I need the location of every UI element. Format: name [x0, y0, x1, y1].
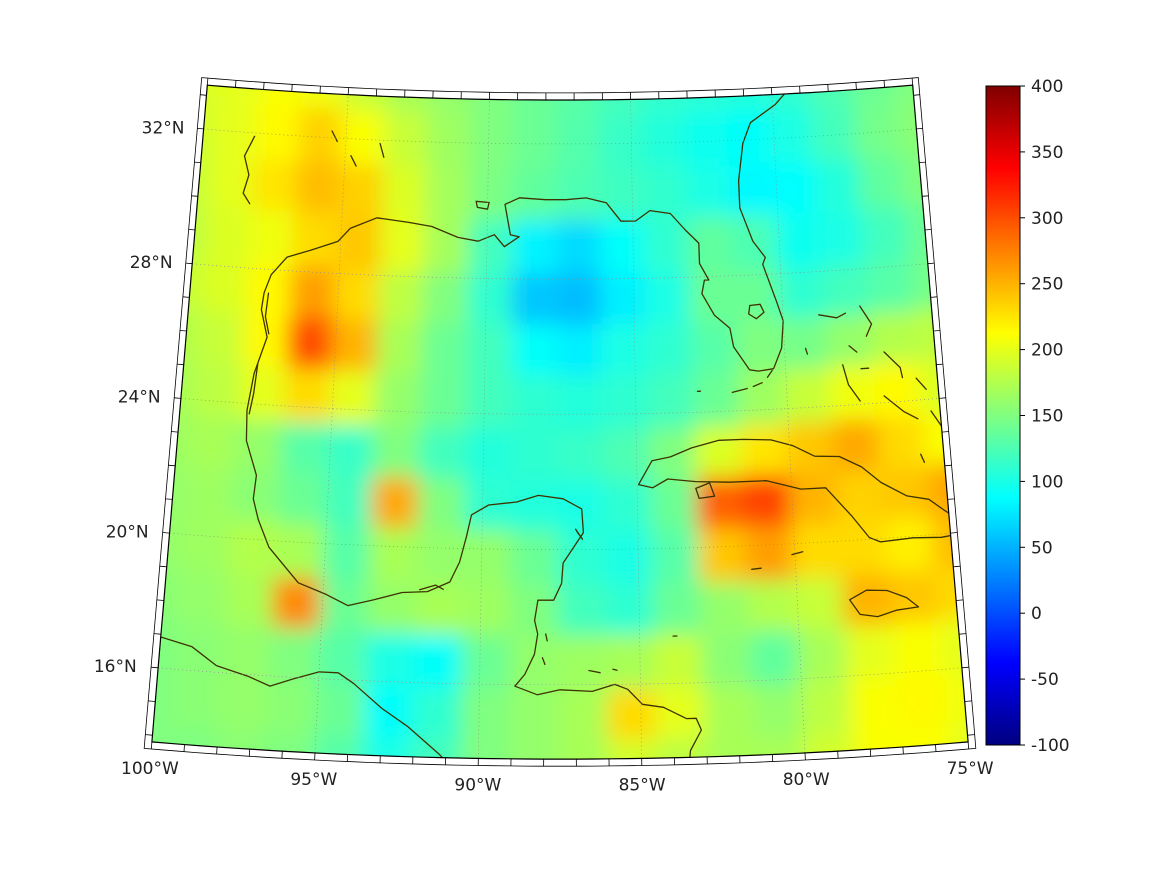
lon-tick-label: 90°W	[454, 775, 501, 795]
lat-tick-label: 20°N	[106, 522, 149, 542]
colorbar-tick-label: 200	[1031, 341, 1063, 361]
coastlines	[151, 85, 969, 760]
lon-tick-label: 95°W	[290, 770, 337, 790]
colorbar-tick-label: 50	[1031, 538, 1053, 558]
frame-ticks	[145, 78, 975, 767]
colorbar-tick-label: 400	[1031, 77, 1063, 97]
lon-tick-label: 100°W	[121, 759, 179, 779]
colorbar-tick-label: -100	[1031, 736, 1070, 756]
lon-tick-label: 85°W	[619, 775, 666, 795]
colorbar-tick-label: -50	[1031, 670, 1059, 690]
lon-tick-label: 75°W	[947, 759, 994, 779]
colorbar-tick-label: 100	[1031, 472, 1063, 492]
graticule	[158, 94, 962, 759]
colorbar: 400 350 300 250 200 150 100 50 0 -50 -100	[985, 77, 1070, 756]
lat-tick-label: 32°N	[142, 118, 185, 138]
colorbar-tick-label: 350	[1031, 143, 1063, 163]
heatmap-field	[151, 85, 969, 760]
colorbar-tick-label: 0	[1031, 604, 1042, 624]
lat-tick-label: 28°N	[130, 253, 173, 273]
lat-tick-labels: 32°N 28°N 24°N 20°N 16°N	[94, 118, 185, 677]
colorbar-tick-label: 250	[1031, 275, 1063, 295]
colorbar-tick-label: 300	[1031, 209, 1063, 229]
lon-tick-label: 80°W	[783, 770, 830, 790]
colorbar-gradient	[985, 85, 1021, 746]
lon-tick-labels: 100°W 95°W 90°W 85°W 80°W 75°W	[121, 759, 994, 796]
lat-tick-label: 24°N	[118, 388, 161, 408]
lat-tick-label: 16°N	[94, 657, 137, 677]
colorbar-tick-label: 150	[1031, 407, 1063, 427]
